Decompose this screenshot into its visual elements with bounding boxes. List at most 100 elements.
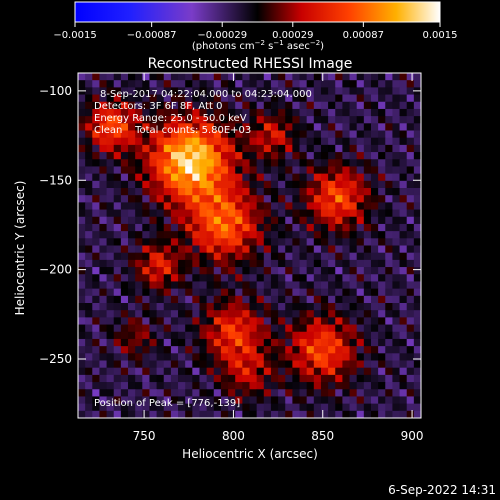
heatmap-cell bbox=[249, 331, 258, 340]
heatmap-cell bbox=[299, 166, 308, 175]
heatmap-cell bbox=[263, 130, 272, 139]
heatmap-cell bbox=[99, 288, 107, 297]
heatmap-cell bbox=[263, 338, 272, 347]
heatmap-cell bbox=[85, 130, 93, 139]
heatmap-cell bbox=[328, 80, 336, 88]
heatmap-cell bbox=[106, 195, 115, 203]
heatmap-cell bbox=[78, 202, 86, 210]
heatmap-cell bbox=[170, 202, 179, 210]
heatmap-cell bbox=[120, 73, 129, 81]
heatmap-cell bbox=[263, 180, 272, 189]
heatmap-cell bbox=[156, 173, 165, 182]
heatmap-cell bbox=[85, 188, 93, 196]
heatmap-cell bbox=[413, 166, 421, 175]
heatmap-cell bbox=[263, 144, 272, 153]
heatmap-cell bbox=[185, 317, 193, 325]
heatmap-cell bbox=[378, 259, 386, 268]
heatmap-cell bbox=[228, 382, 236, 390]
heatmap-cell bbox=[235, 202, 243, 210]
heatmap-cell bbox=[170, 324, 179, 333]
heatmap-cell bbox=[249, 80, 258, 88]
heatmap-cell bbox=[206, 231, 215, 239]
heatmap-cell bbox=[206, 353, 215, 361]
heatmap-cell bbox=[399, 331, 408, 340]
heatmap-cell bbox=[406, 108, 415, 117]
heatmap-cell bbox=[242, 80, 250, 88]
heatmap-cell bbox=[220, 324, 229, 333]
heatmap-cell bbox=[178, 216, 186, 225]
heatmap-cell bbox=[363, 231, 372, 239]
heatmap-cell bbox=[163, 73, 172, 81]
heatmap-cell bbox=[306, 281, 315, 290]
heatmap-cell bbox=[292, 252, 300, 261]
heatmap-cell bbox=[256, 195, 265, 203]
heatmap-cell bbox=[370, 295, 379, 304]
heatmap-cell bbox=[120, 396, 129, 405]
x-axis-title: Heliocentric X (arcsec) bbox=[182, 447, 318, 461]
heatmap-cell bbox=[285, 101, 293, 110]
heatmap-cell bbox=[192, 173, 200, 182]
heatmap-cell bbox=[128, 202, 136, 210]
heatmap-cell bbox=[199, 331, 208, 340]
heatmap-cell bbox=[306, 130, 315, 139]
heatmap-cell bbox=[128, 216, 136, 225]
heatmap-cell bbox=[135, 382, 143, 390]
heatmap-cell bbox=[263, 202, 272, 210]
heatmap-cell bbox=[256, 116, 265, 124]
heatmap-cell bbox=[128, 123, 136, 131]
heatmap-cell bbox=[170, 223, 179, 232]
heatmap-cell bbox=[85, 403, 93, 412]
heatmap-cell bbox=[385, 303, 393, 311]
heatmap-cell bbox=[349, 238, 358, 246]
heatmap-cell bbox=[92, 410, 100, 418]
heatmap-cell bbox=[370, 245, 379, 254]
heatmap-cell bbox=[285, 123, 293, 131]
heatmap-cell bbox=[92, 94, 100, 103]
heatmap-cell bbox=[142, 396, 150, 405]
heatmap-cell bbox=[185, 259, 193, 268]
heatmap-cell bbox=[149, 73, 158, 81]
heatmap-cell bbox=[85, 152, 93, 160]
heatmap-cell bbox=[192, 188, 200, 196]
heatmap-cell bbox=[392, 108, 400, 117]
heatmap-cell bbox=[128, 159, 136, 167]
heatmap-cell bbox=[342, 331, 350, 340]
heatmap-cell bbox=[278, 137, 286, 146]
heatmap-cell bbox=[142, 108, 150, 117]
heatmap-cell bbox=[185, 403, 193, 412]
heatmap-cell bbox=[149, 374, 158, 383]
heatmap-cell bbox=[213, 223, 222, 232]
heatmap-cell bbox=[206, 173, 215, 182]
heatmap-cell bbox=[149, 202, 158, 210]
heatmap-cell bbox=[142, 360, 150, 369]
heatmap-cell bbox=[163, 80, 172, 88]
heatmap-cell bbox=[185, 231, 193, 239]
heatmap-cell bbox=[256, 73, 265, 81]
heatmap-cell bbox=[320, 144, 329, 153]
heatmap-cell bbox=[149, 144, 158, 153]
heatmap-cell bbox=[406, 288, 415, 297]
heatmap-cell bbox=[185, 188, 193, 196]
heatmap-cell bbox=[249, 166, 258, 175]
heatmap-cell bbox=[178, 274, 186, 282]
heatmap-cell bbox=[406, 195, 415, 203]
heatmap-cell bbox=[228, 144, 236, 153]
heatmap-cell bbox=[349, 410, 358, 418]
heatmap-cell bbox=[363, 317, 372, 325]
heatmap-cell bbox=[206, 144, 215, 153]
heatmap-cell bbox=[142, 331, 150, 340]
heatmap-cell bbox=[306, 338, 315, 347]
heatmap-cell bbox=[120, 209, 129, 218]
heatmap-cell bbox=[163, 295, 172, 304]
heatmap-cell bbox=[235, 324, 243, 333]
heatmap-cell bbox=[220, 281, 229, 290]
heatmap-cell bbox=[370, 374, 379, 383]
heatmap-cell bbox=[263, 403, 272, 412]
heatmap-cell bbox=[328, 101, 336, 110]
heatmap-cell bbox=[399, 288, 408, 297]
heatmap-cell bbox=[106, 317, 115, 325]
heatmap-cell bbox=[156, 267, 165, 275]
heatmap-cell bbox=[220, 331, 229, 340]
heatmap-cell bbox=[149, 410, 158, 418]
heatmap-cell bbox=[220, 166, 229, 175]
